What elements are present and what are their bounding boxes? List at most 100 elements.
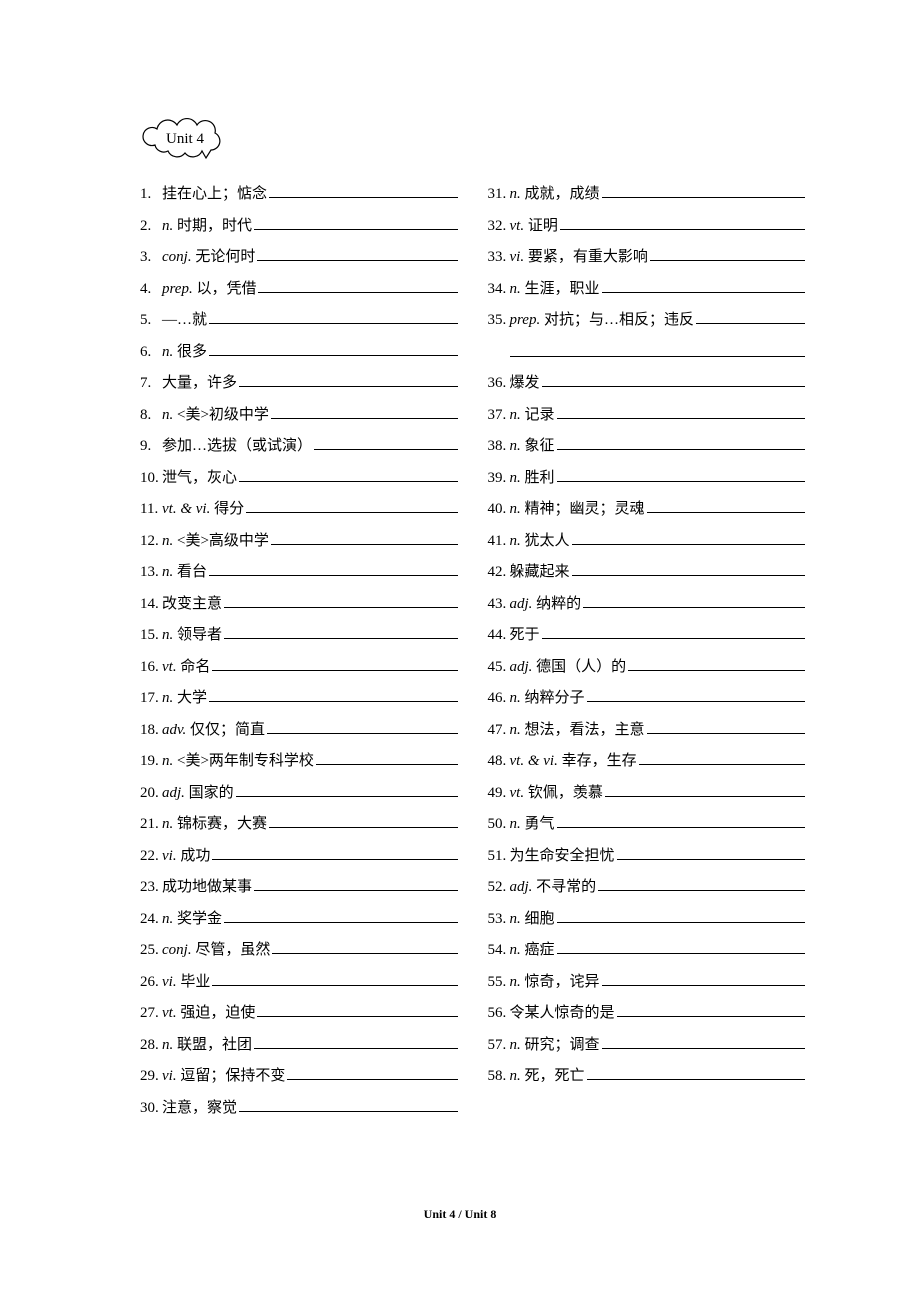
answer-blank[interactable]	[557, 939, 805, 954]
entry-label: prep. 对抗；与…相反；违反	[510, 311, 694, 329]
answer-blank[interactable]	[639, 750, 805, 765]
answer-blank[interactable]	[557, 404, 805, 419]
answer-blank[interactable]	[239, 467, 457, 482]
answer-blank[interactable]	[602, 1034, 805, 1049]
vocab-entry: 40.n. 精神；幽灵；灵魂	[488, 498, 806, 530]
entry-definition: 逗留；保持不变	[180, 1068, 285, 1084]
entry-number: 24.	[140, 910, 162, 928]
answer-blank[interactable]	[696, 309, 805, 324]
vocab-entry: 27.vt. 强迫，迫使	[140, 1002, 458, 1034]
answer-blank[interactable]	[510, 341, 806, 357]
vocab-entry: 14.改变主意	[140, 593, 458, 625]
entry-number: 32.	[488, 217, 510, 235]
part-of-speech: vi.	[162, 1068, 177, 1084]
answer-blank[interactable]	[557, 467, 805, 482]
answer-blank[interactable]	[257, 246, 457, 261]
answer-blank[interactable]	[272, 939, 457, 954]
answer-blank[interactable]	[314, 435, 457, 450]
answer-blank[interactable]	[212, 656, 457, 671]
answer-blank[interactable]	[224, 624, 457, 639]
answer-blank[interactable]	[212, 971, 457, 986]
entry-definition: 研究；调查	[525, 1037, 600, 1053]
answer-blank[interactable]	[557, 435, 805, 450]
page: Unit 4 1.挂在心上；惦念2.n. 时期，时代3.conj. 无论何时4.…	[0, 0, 920, 1302]
answer-blank[interactable]	[316, 750, 458, 765]
answer-blank[interactable]	[212, 845, 457, 860]
entry-definition: —…就	[162, 312, 207, 328]
answer-blank[interactable]	[557, 908, 805, 923]
entry-number: 27.	[140, 1004, 162, 1022]
answer-blank[interactable]	[572, 530, 805, 545]
answer-blank[interactable]	[271, 530, 458, 545]
entry-definition: 死，死亡	[525, 1068, 585, 1084]
entry-definition: 尽管，虽然	[195, 942, 270, 958]
entry-label: n. 生涯，职业	[510, 280, 600, 298]
answer-blank[interactable]	[647, 498, 805, 513]
answer-blank[interactable]	[209, 687, 457, 702]
answer-blank[interactable]	[271, 404, 458, 419]
part-of-speech: vt.	[162, 659, 177, 675]
answer-blank[interactable]	[602, 183, 805, 198]
answer-blank[interactable]	[560, 215, 805, 230]
answer-blank[interactable]	[269, 183, 457, 198]
answer-blank[interactable]	[209, 341, 457, 356]
answer-blank[interactable]	[209, 561, 457, 576]
vocab-entry: 37.n. 记录	[488, 404, 806, 436]
answer-blank[interactable]	[236, 782, 458, 797]
answer-blank[interactable]	[224, 908, 457, 923]
entry-label: 注意，察觉	[162, 1099, 237, 1117]
entry-definition: 纳粹的	[536, 596, 581, 612]
entry-label: n. <美>高级中学	[162, 532, 269, 550]
answer-blank[interactable]	[257, 1002, 457, 1017]
answer-blank[interactable]	[583, 593, 805, 608]
part-of-speech: n.	[510, 974, 521, 990]
vocab-entry: 36.爆发	[488, 372, 806, 404]
answer-blank[interactable]	[258, 278, 457, 293]
answer-blank[interactable]	[209, 309, 457, 324]
answer-blank[interactable]	[602, 971, 805, 986]
entry-number: 17.	[140, 689, 162, 707]
answer-blank[interactable]	[224, 593, 457, 608]
answer-blank[interactable]	[598, 876, 805, 891]
entry-number: 52.	[488, 878, 510, 896]
entry-label: —…就	[162, 311, 207, 329]
entry-label: n. 象征	[510, 437, 555, 455]
entry-label: n. <美>初级中学	[162, 406, 269, 424]
entry-definition: 无论何时	[195, 249, 255, 265]
vocab-entry: 43.adj. 纳粹的	[488, 593, 806, 625]
entry-definition: 领导者	[177, 627, 222, 643]
answer-blank[interactable]	[617, 1002, 805, 1017]
entry-definition: 仅仅；简直	[190, 722, 265, 738]
answer-blank[interactable]	[542, 372, 805, 387]
answer-blank[interactable]	[269, 813, 457, 828]
answer-blank[interactable]	[587, 687, 805, 702]
entry-definition: <美>高级中学	[177, 533, 269, 549]
answer-blank[interactable]	[587, 1065, 805, 1080]
answer-blank[interactable]	[254, 1034, 457, 1049]
answer-blank[interactable]	[605, 782, 805, 797]
answer-blank[interactable]	[542, 624, 805, 639]
answer-blank[interactable]	[617, 845, 805, 860]
part-of-speech: vi.	[510, 249, 525, 265]
answer-blank[interactable]	[287, 1065, 457, 1080]
answer-blank[interactable]	[647, 719, 805, 734]
answer-blank[interactable]	[557, 813, 805, 828]
entry-number: 54.	[488, 941, 510, 959]
answer-blank[interactable]	[267, 719, 457, 734]
entry-definition: 犹太人	[525, 533, 570, 549]
entry-label: n. 记录	[510, 406, 555, 424]
answer-blank[interactable]	[246, 498, 457, 513]
answer-blank[interactable]	[239, 372, 457, 387]
answer-blank[interactable]	[628, 656, 805, 671]
part-of-speech: prep.	[510, 312, 541, 328]
vocab-entry: 13.n. 看台	[140, 561, 458, 593]
entry-definition: 钦佩，羡慕	[528, 785, 603, 801]
answer-blank[interactable]	[572, 561, 805, 576]
entry-number: 44.	[488, 626, 510, 644]
answer-blank[interactable]	[650, 246, 805, 261]
answer-blank[interactable]	[254, 876, 457, 891]
answer-blank[interactable]	[239, 1097, 457, 1112]
entry-label: n. 领导者	[162, 626, 222, 644]
answer-blank[interactable]	[602, 278, 805, 293]
answer-blank[interactable]	[254, 215, 457, 230]
